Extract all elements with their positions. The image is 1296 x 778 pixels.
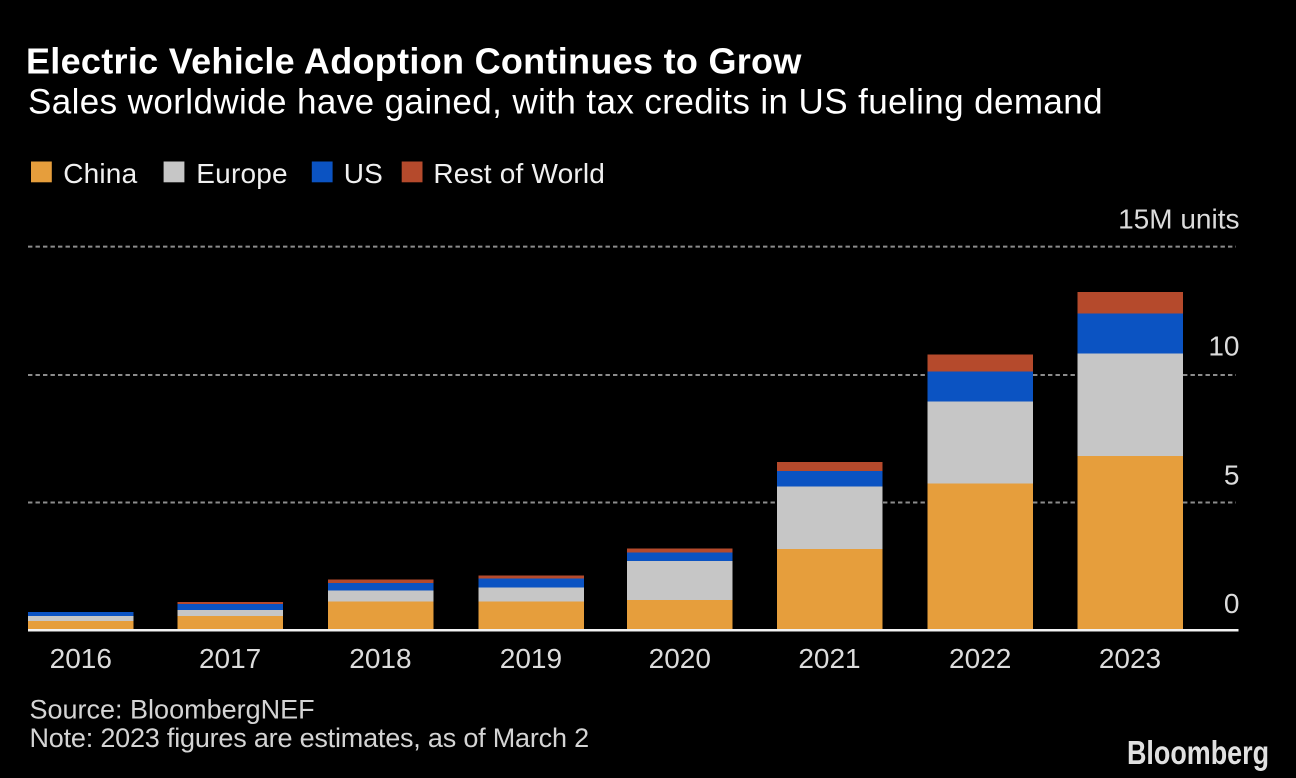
svg-text:China: China xyxy=(63,158,137,189)
svg-text:2016: 2016 xyxy=(50,643,112,674)
svg-text:Electric Vehicle Adoption Cont: Electric Vehicle Adoption Continues to G… xyxy=(26,41,802,82)
svg-text:2018: 2018 xyxy=(349,643,411,674)
svg-text:Rest of World: Rest of World xyxy=(433,158,605,189)
svg-text:US: US xyxy=(344,158,383,189)
svg-text:15M units: 15M units xyxy=(1118,203,1239,234)
svg-text:2023: 2023 xyxy=(1099,643,1161,674)
svg-text:2021: 2021 xyxy=(798,643,860,674)
svg-text:Source: BloombergNEF: Source: BloombergNEF xyxy=(30,695,315,725)
svg-text:Note: 2023 figures are estimat: Note: 2023 figures are estimates, as of … xyxy=(30,723,589,753)
svg-text:2022: 2022 xyxy=(949,643,1011,674)
svg-text:2020: 2020 xyxy=(649,643,711,674)
svg-text:2017: 2017 xyxy=(199,643,261,674)
svg-text:2019: 2019 xyxy=(500,643,562,674)
svg-text:Europe: Europe xyxy=(196,158,287,189)
svg-text:5: 5 xyxy=(1224,460,1240,491)
svg-text:0: 0 xyxy=(1224,588,1240,619)
svg-text:Bloomberg: Bloomberg xyxy=(1127,734,1269,771)
svg-text:10: 10 xyxy=(1208,331,1239,362)
svg-text:Sales worldwide have gained, w: Sales worldwide have gained, with tax cr… xyxy=(28,83,1103,122)
